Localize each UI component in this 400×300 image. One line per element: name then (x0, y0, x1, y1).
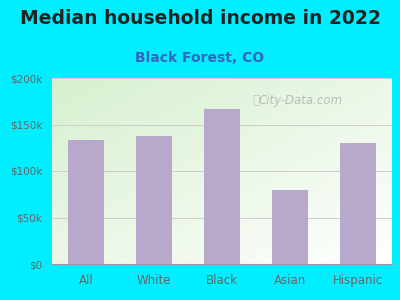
Bar (340, 143, 376, 264)
Text: Black Forest, CO: Black Forest, CO (136, 51, 264, 65)
Text: Ⓜ: Ⓜ (252, 94, 260, 107)
Bar (204, 109, 240, 264)
Bar (136, 136, 172, 264)
Bar (68, 140, 104, 264)
Bar (272, 190, 308, 264)
Text: City-Data.com: City-Data.com (258, 94, 342, 107)
Text: Median household income in 2022: Median household income in 2022 (20, 9, 380, 28)
